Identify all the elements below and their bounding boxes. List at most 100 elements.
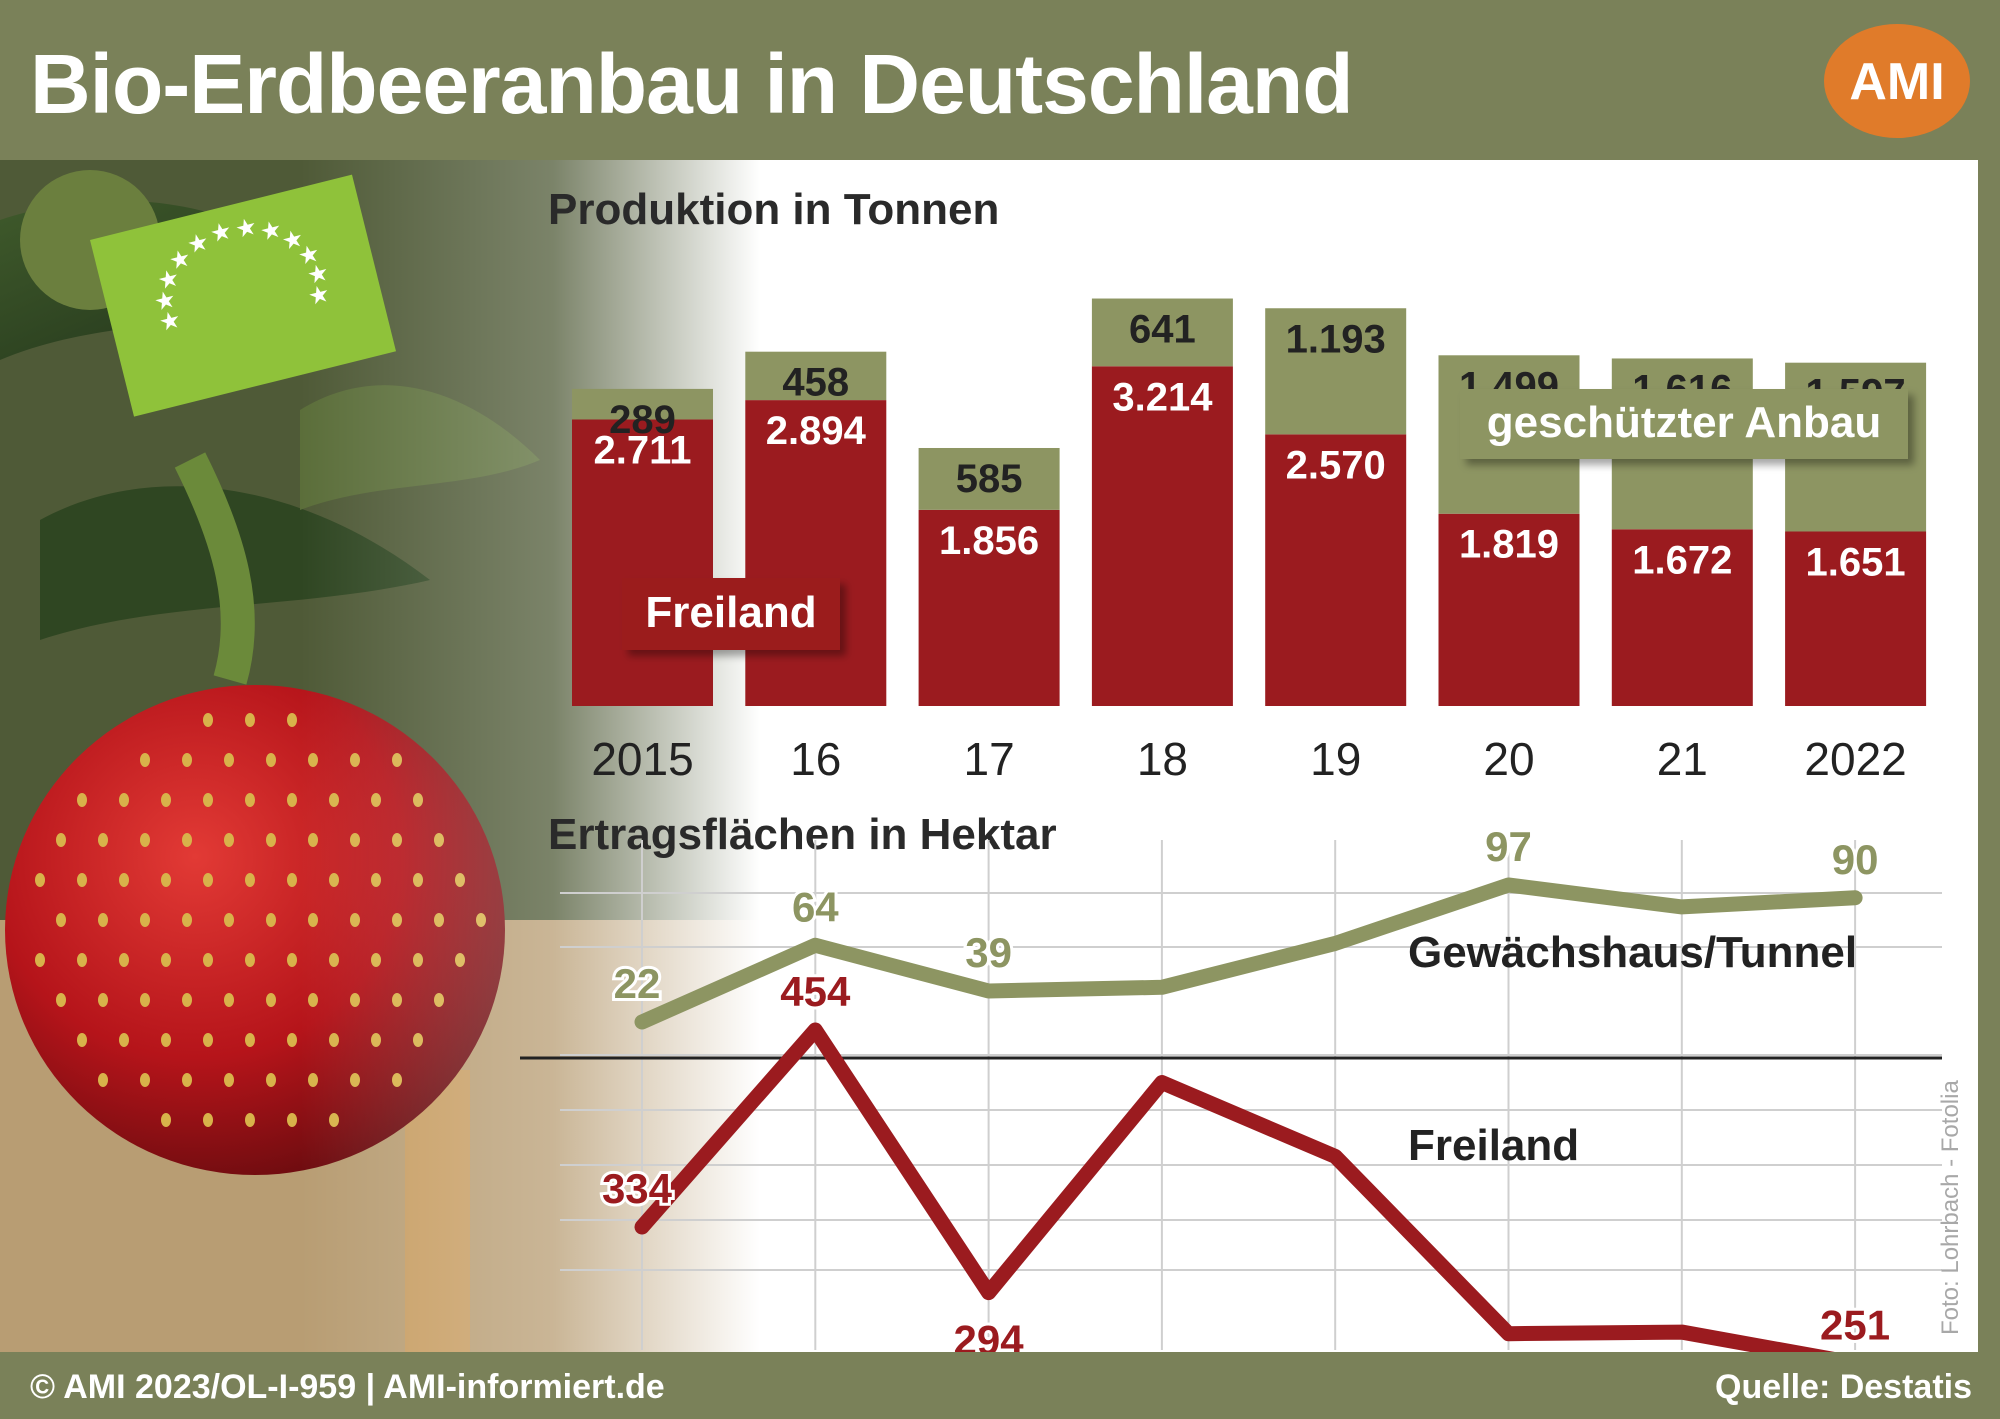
strawberry-seed bbox=[161, 873, 171, 887]
line-data-label: 251 bbox=[1820, 1301, 1890, 1348]
bar-x-tick-label: 19 bbox=[1310, 733, 1361, 785]
photo-fade bbox=[300, 160, 760, 1352]
line-data-label: 334 bbox=[602, 1165, 673, 1212]
strawberry-seed bbox=[56, 833, 66, 847]
strawberry-seed bbox=[119, 953, 129, 967]
line-data-label: 294 bbox=[954, 1317, 1025, 1352]
line-chart-title: Ertragsflächen in Hektar bbox=[548, 810, 1057, 859]
bar-label-freiland: 3.214 bbox=[1112, 375, 1213, 419]
bar-freiland bbox=[1265, 434, 1407, 706]
strawberry-seed bbox=[287, 873, 297, 887]
strawberry-seed bbox=[182, 913, 192, 927]
chart-panel: ★ ★ ★ ★ ★ ★ ★ ★ ★ ★ ★ ★ Produktion in Tonnen 2.711 2… bbox=[0, 160, 1978, 1352]
bar-freiland bbox=[1091, 366, 1233, 706]
bar-label-freiland: 1.856 bbox=[939, 519, 1039, 563]
ami-logo: AMI bbox=[1824, 24, 1970, 138]
legend-freiland bbox=[622, 578, 840, 650]
strawberry-seed bbox=[266, 913, 276, 927]
strawberry-seed bbox=[287, 953, 297, 967]
strawberry-seed bbox=[182, 993, 192, 1007]
footer-source: Quelle: Destatis bbox=[1715, 1368, 1972, 1406]
strawberry-seed bbox=[203, 713, 213, 727]
strawberry-seed bbox=[161, 1033, 171, 1047]
ami-logo-text: AMI bbox=[1849, 53, 1944, 111]
eu-organic-leaf-stars: ★★★★★★★★★★★★ bbox=[151, 213, 332, 338]
strawberry-seed bbox=[224, 913, 234, 927]
bar-geschuetzt bbox=[1091, 298, 1233, 367]
bar-x-tick-label: 17 bbox=[964, 733, 1015, 785]
strawberry-seed bbox=[161, 953, 171, 967]
strawberry-seed bbox=[203, 793, 213, 807]
page-title: Bio-Erdbeeranbau in Deutschland bbox=[30, 37, 1354, 131]
chart-canvas: ★★★★★★★★★★★★ Produktion in Tonnen 2.711 2… bbox=[0, 160, 1978, 1352]
bar-freiland bbox=[1785, 531, 1927, 706]
strawberry-seed bbox=[98, 993, 108, 1007]
bar-chart-title: Produktion in Tonnen bbox=[548, 185, 999, 234]
line-series-freiland bbox=[634, 1022, 1835, 1352]
bar-label-geschuetzt: 641 bbox=[1129, 308, 1196, 352]
legend-freiland-box bbox=[622, 578, 840, 650]
strawberry-seed bbox=[161, 1113, 171, 1127]
strawberry-seed bbox=[245, 1033, 255, 1047]
bar-x-tick-label: 16 bbox=[790, 733, 841, 785]
line-data-label: 22 bbox=[614, 960, 661, 1007]
bar-freiland bbox=[745, 400, 887, 706]
strawberry-seed bbox=[119, 793, 129, 807]
legend-geschuetzt-box bbox=[1460, 389, 1908, 459]
bar-x-tick-label: 18 bbox=[1137, 733, 1188, 785]
bar-label-freiland: 2.570 bbox=[1286, 443, 1386, 487]
bar-label-geschuetzt: 458 bbox=[782, 361, 849, 405]
strawberry-seed bbox=[224, 1073, 234, 1087]
line-data-label: 97 bbox=[1485, 823, 1532, 870]
strawberry-seed bbox=[224, 833, 234, 847]
bar-freiland bbox=[1611, 529, 1753, 706]
strawberry-seed bbox=[287, 1113, 297, 1127]
strawberry-seed bbox=[245, 1113, 255, 1127]
strawberry-seed bbox=[266, 753, 276, 767]
bar-geschuetzt bbox=[1265, 308, 1407, 435]
bar-freiland bbox=[572, 419, 713, 706]
bar-x-tick-label: 2022 bbox=[1804, 733, 1906, 785]
photo-stem bbox=[174, 452, 255, 685]
bar-freiland bbox=[1438, 513, 1580, 706]
bar-label-freiland: 2.711 bbox=[594, 428, 692, 472]
strawberry-seed bbox=[35, 953, 45, 967]
eu-organic-leaf-background bbox=[90, 174, 397, 417]
bar-x-tick-label: 2015 bbox=[591, 733, 693, 785]
strawberry-seed bbox=[98, 913, 108, 927]
strawberry-seed bbox=[77, 873, 87, 887]
strawberry-seed bbox=[161, 793, 171, 807]
strawberry-seed bbox=[140, 1073, 150, 1087]
bar-freiland bbox=[918, 509, 1060, 706]
bar-label-freiland: 1.819 bbox=[1459, 523, 1559, 567]
strawberry-seed bbox=[77, 793, 87, 807]
strawberry-seed bbox=[182, 833, 192, 847]
strawberry-seed bbox=[140, 993, 150, 1007]
bar-label-geschuetzt: 1.193 bbox=[1286, 317, 1386, 361]
strawberry-seed bbox=[56, 913, 66, 927]
strawberry-seed bbox=[140, 913, 150, 927]
line-data-label: 64 bbox=[792, 883, 839, 930]
strawberry-seed bbox=[140, 833, 150, 847]
strawberry-seed bbox=[287, 1033, 297, 1047]
strawberry-seed bbox=[182, 1073, 192, 1087]
strawberry-seed bbox=[77, 953, 87, 967]
strawberry-seed bbox=[98, 833, 108, 847]
line-series-label-freiland: Freiland bbox=[1408, 1121, 1579, 1170]
strawberry-seed bbox=[266, 833, 276, 847]
eu-organic-leaf-icon: ★★★★★★★★★★★★ bbox=[90, 174, 397, 417]
strawberry-seed bbox=[35, 873, 45, 887]
line-data-label: 39 bbox=[965, 929, 1012, 976]
line-chart-lines: 2264399790334454294269251 bbox=[599, 820, 1893, 1352]
bar-geschuetzt bbox=[918, 447, 1060, 510]
line-series-label-gewaechshaus: Gewächshaus/Tunnel bbox=[1408, 928, 1857, 977]
legend-freiland-label: Freiland bbox=[645, 588, 816, 637]
bar-label-freiland: 1.651 bbox=[1806, 540, 1906, 584]
line-data-label: 454 bbox=[780, 968, 851, 1015]
strawberry-seed bbox=[203, 1113, 213, 1127]
bar-x-tick-label: 21 bbox=[1657, 733, 1708, 785]
bar-x-tick-label: 20 bbox=[1483, 733, 1534, 785]
bar-label-freiland: 1.672 bbox=[1632, 538, 1732, 582]
line-series-gewaechshaus bbox=[634, 877, 1863, 1030]
